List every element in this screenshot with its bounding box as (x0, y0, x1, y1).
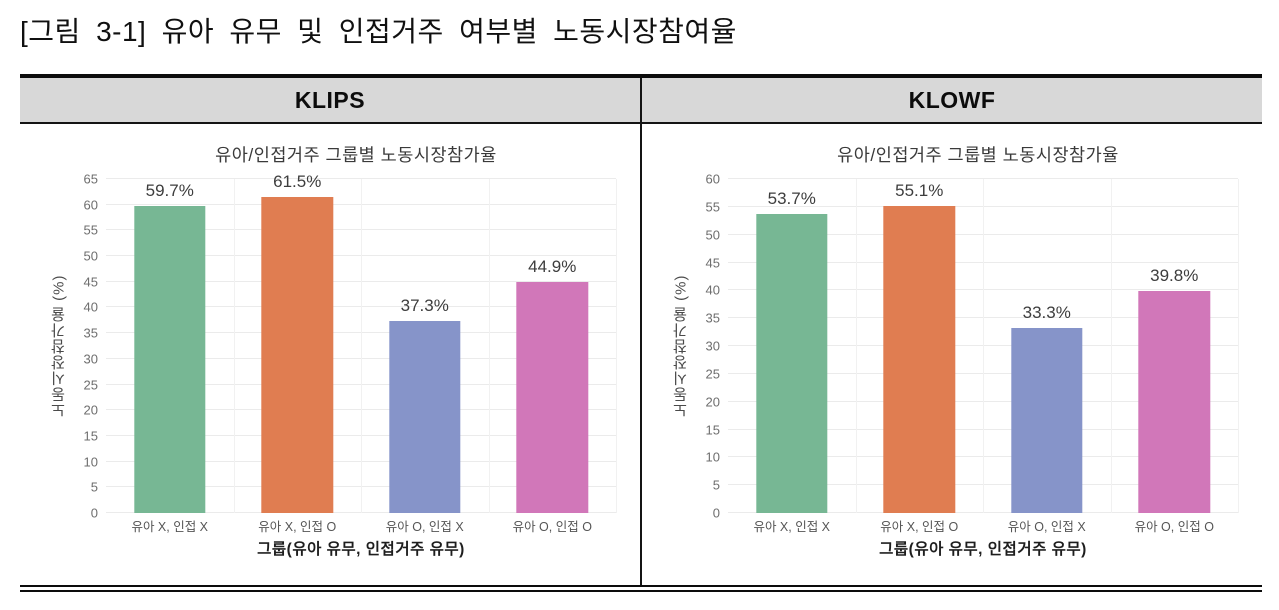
bar (389, 321, 461, 513)
y-tick-label: 15 (705, 422, 720, 437)
gridline-vertical (616, 179, 617, 513)
x-tick-label: 유아 X, 인접 O (258, 519, 337, 534)
gridline-horizontal (106, 178, 616, 179)
gridline-horizontal (728, 178, 1238, 179)
bar (134, 206, 206, 513)
y-tick-label: 5 (712, 477, 720, 493)
bar-slot: 37.3% (361, 179, 489, 513)
bar (261, 197, 333, 513)
x-axis-label: 그룹(유아 유무, 인접거주 유무) (257, 541, 465, 558)
y-tick-label: 15 (83, 428, 98, 444)
x-axis-ticks: 유아 X, 인접 X 유아 X, 인접 O 유아 O, 인접 X 유아 O, 인접 O (728, 513, 1238, 537)
y-tick-label: 10 (705, 449, 720, 465)
y-tick-label: 40 (83, 299, 98, 315)
y-tick-label: 65 (83, 171, 98, 187)
y-tick-label: 55 (83, 222, 98, 238)
y-tick-label: 55 (705, 199, 720, 215)
y-tick-label: 50 (83, 248, 98, 264)
figure-title: [그림 3-1] 유아 유무 및 인접거주 여부별 노동시장참여율 (20, 16, 737, 47)
y-tick-label: 50 (705, 227, 720, 243)
y-tick-label: 20 (705, 394, 720, 410)
bar-value-label: 37.3% (400, 296, 449, 316)
gridline-vertical (855, 179, 857, 513)
x-tick-label: 유아 O, 인접 X (385, 519, 464, 534)
y-tick-label: 10 (83, 454, 98, 470)
y-tick-label: 40 (705, 282, 720, 298)
bar-slot: 44.9% (489, 179, 617, 513)
chart-body: 노동시장참가율 (%) 0 5 10 15 20 25 30 35 40 45 50 55 60 65 59.… (48, 172, 617, 521)
bar-value-label: 33.3% (1022, 302, 1071, 322)
y-tick-label: 25 (705, 366, 720, 382)
bar (1138, 291, 1210, 513)
gridline-vertical (233, 179, 235, 513)
y-tick-label: 45 (83, 274, 98, 290)
bars-container: 53.7% 55.1% 33.3% 39.8% (728, 179, 1238, 513)
panel-header-klips: KLIPS (20, 78, 642, 122)
y-tick-label: 0 (712, 505, 720, 521)
bar-value-label: 53.7% (767, 189, 816, 209)
chart-title: 유아/인접거주 그룹별 노동시장참가율 (837, 145, 1119, 165)
bar (516, 282, 588, 513)
y-tick-label: 20 (83, 402, 98, 418)
y-tick-label: 35 (705, 310, 720, 326)
x-axis-ticks: 유아 X, 인접 X 유아 X, 인접 O 유아 O, 인접 X 유아 O, 인접 O (106, 513, 616, 537)
y-tick-label: 60 (705, 171, 720, 187)
x-tick-label: 유아 X, 인접 X (753, 519, 831, 534)
panel-header-klowf: KLOWF (642, 78, 1262, 122)
bar (1011, 327, 1083, 513)
bar-value-label: 44.9% (528, 257, 577, 277)
y-axis-ticks: 0 5 10 15 20 25 30 35 40 45 50 55 60 (692, 172, 728, 521)
x-tick-label: 유아 O, 인접 O (1134, 519, 1214, 534)
chart-title: 유아/인접거주 그룹별 노동시장참가율 (215, 145, 497, 165)
bars-container: 59.7% 61.5% 37.3% 44.9% (106, 172, 617, 513)
gridline-vertical (983, 179, 984, 513)
y-tick-label: 0 (90, 505, 98, 521)
plot-area: 59.7% 61.5% 37.3% 44.9% (106, 172, 617, 513)
y-tick-label: 30 (83, 351, 98, 367)
bar-value-label: 39.8% (1150, 266, 1199, 286)
bar-slot: 59.7% (106, 179, 234, 513)
y-axis-label: 노동시장참가율 (%) (672, 274, 690, 418)
gridline-vertical (361, 179, 362, 513)
bar (756, 214, 828, 513)
y-tick-label: 5 (90, 479, 98, 495)
y-axis-ticks: 0 5 10 15 20 25 30 35 40 45 50 55 60 65 (70, 172, 106, 521)
bar-slot: 61.5% (234, 172, 362, 513)
x-tick-label: 유아 X, 인접 O (880, 519, 959, 534)
gridline-vertical (1110, 179, 1112, 513)
bar-slot: 33.3% (983, 179, 1111, 513)
x-tick-label: 유아 O, 인접 X (1007, 519, 1086, 534)
gridline-vertical (488, 179, 490, 513)
y-axis-label: 노동시장참가율 (%) (50, 274, 68, 418)
x-axis-label: 그룹(유아 유무, 인접거주 유무) (879, 541, 1087, 558)
y-tick-label: 45 (705, 255, 720, 270)
y-tick-label: 35 (83, 325, 98, 341)
panel-header-row: KLIPS KLOWF (20, 78, 1262, 124)
chart-body: 노동시장참가율 (%) 0 5 10 15 20 25 30 35 40 45 50 55 60 53.7%… (670, 172, 1239, 521)
y-tick-label: 60 (83, 197, 98, 213)
x-tick-label: 유아 O, 인접 O (512, 519, 592, 534)
bar (883, 206, 955, 513)
bar-value-label: 55.1% (895, 181, 944, 201)
x-tick-label: 유아 X, 인접 X (131, 519, 209, 534)
bar-slot: 55.1% (856, 179, 984, 513)
plot-area: 53.7% 55.1% 33.3% 39.8% (728, 178, 1239, 513)
bar-slot: 53.7% (728, 179, 856, 513)
bar-value-label: 61.5% (273, 172, 322, 191)
y-tick-label: 30 (705, 338, 720, 354)
y-tick-label: 25 (83, 377, 98, 393)
bar-value-label: 59.7% (145, 181, 194, 201)
gridline-vertical (1238, 179, 1239, 513)
bar-slot: 39.8% (1111, 179, 1239, 513)
